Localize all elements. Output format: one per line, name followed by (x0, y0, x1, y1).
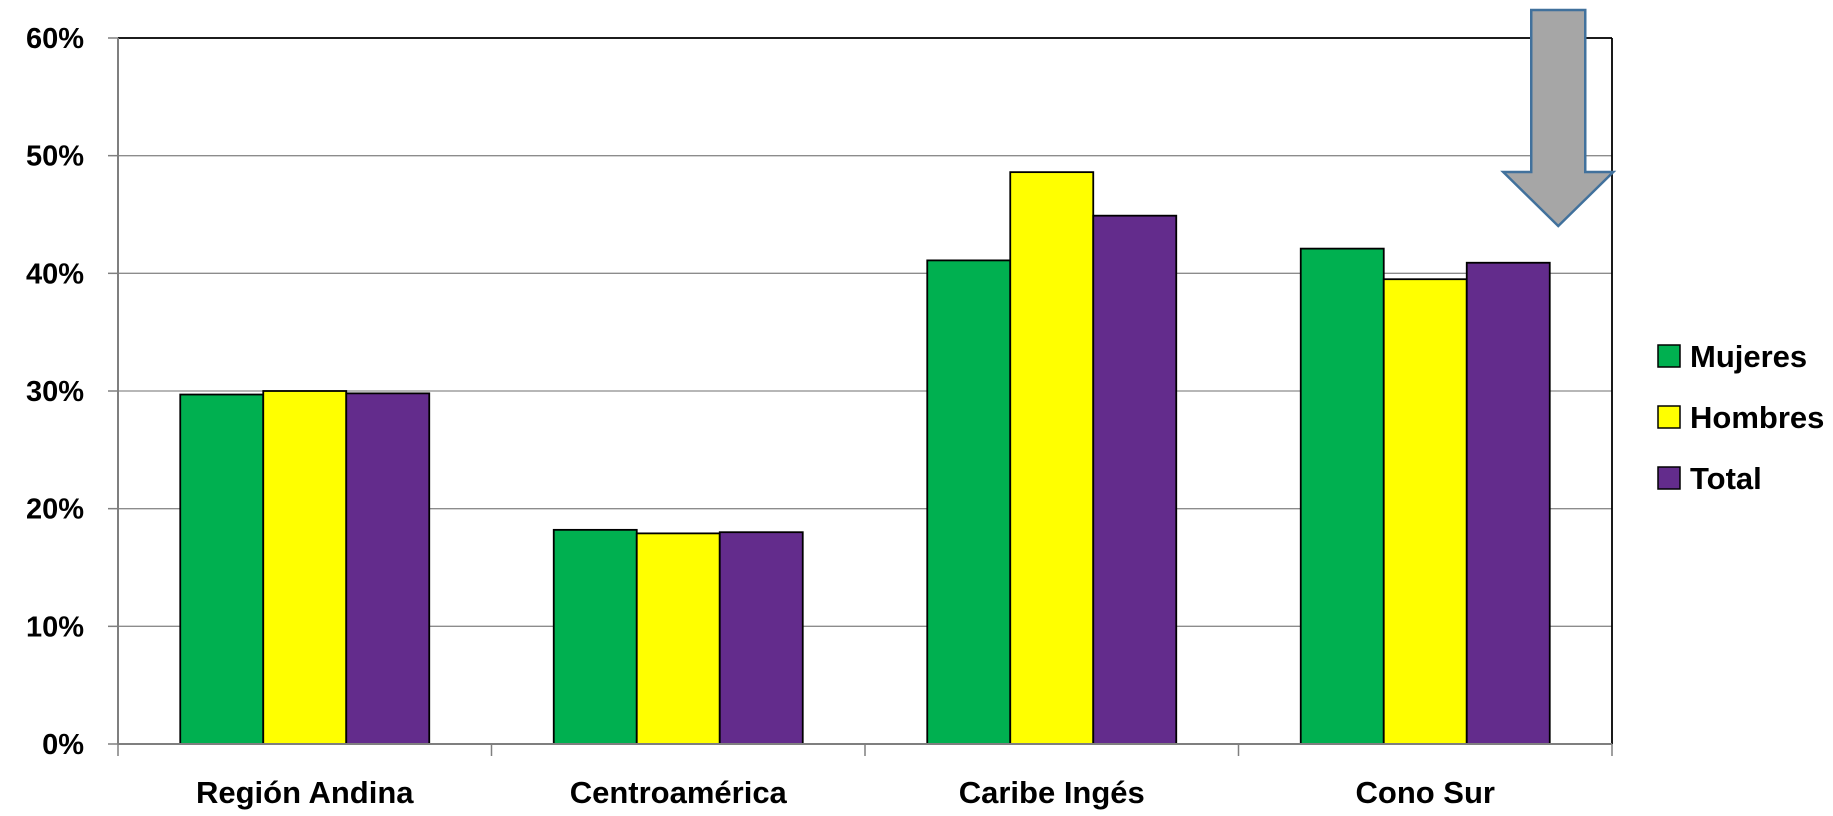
bar-total (1465, 261, 1551, 745)
y-tick-label: 40% (26, 258, 84, 290)
bar-mujeres (552, 528, 638, 745)
y-tick-label: 60% (26, 23, 84, 55)
y-tick-label: 20% (26, 494, 84, 526)
annotations (1500, 8, 1617, 228)
y-tick-label: 30% (26, 376, 84, 408)
bar-total (345, 392, 431, 745)
legend-label-mujeres: Mujeres (1690, 339, 1807, 374)
y-tick-label: 50% (26, 141, 84, 173)
down-arrow-icon (1500, 8, 1617, 228)
legend-label-hombres: Hombres (1690, 400, 1824, 435)
legend-swatch-total (1657, 466, 1681, 490)
bar-hombres (262, 390, 348, 745)
bar-total (718, 531, 804, 745)
axes: 0% 10% 20% 30% 40% 50% 60% Región Andina Centroa… (26, 23, 1613, 810)
bars (179, 171, 1551, 745)
bar-total (1092, 214, 1178, 745)
legend-swatch-mujeres (1657, 344, 1681, 368)
x-tick-label: Cono Sur (1356, 775, 1496, 810)
y-tick-label: 10% (26, 611, 84, 643)
bar-hombres (1009, 171, 1095, 745)
y-tick-label: 0% (42, 729, 84, 761)
legend-label-total: Total (1690, 461, 1762, 496)
bar-hombres (635, 532, 721, 745)
bar-mujeres (926, 259, 1012, 745)
x-tick-label: Centroamérica (570, 775, 788, 810)
bar-mujeres (1299, 247, 1385, 745)
legend: Mujeres Hombres Total (1657, 339, 1824, 496)
bar-mujeres (179, 393, 265, 745)
bar-hombres (1382, 278, 1468, 745)
x-tick-label: Región Andina (196, 775, 414, 810)
legend-swatch-hombres (1657, 405, 1681, 429)
x-tick-label: Caribe Ingés (959, 775, 1145, 810)
